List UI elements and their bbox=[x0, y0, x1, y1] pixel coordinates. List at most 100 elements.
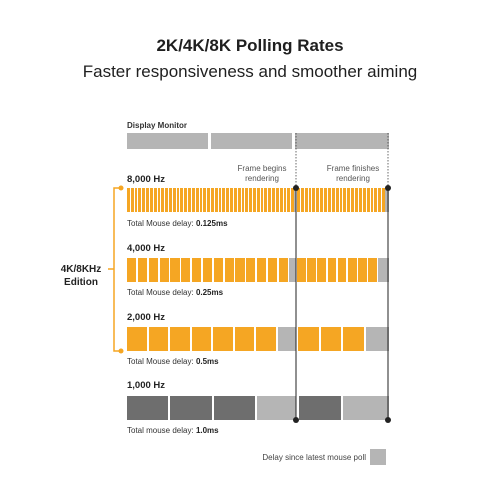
row-8000-segment bbox=[188, 188, 191, 212]
delay-label-1000: Total mouse delay: 1.0ms bbox=[127, 426, 219, 435]
row-2000-segment bbox=[298, 327, 319, 351]
edition-bracket bbox=[113, 187, 121, 352]
row-8000-segment bbox=[272, 188, 275, 212]
page-title: 2K/4K/8K Polling Rates bbox=[156, 36, 344, 55]
row-4000-segment bbox=[378, 258, 389, 282]
row-8000-segment bbox=[226, 188, 230, 212]
row-8000-segment bbox=[370, 188, 374, 212]
row-8000-segment bbox=[335, 188, 339, 212]
row-8000-segment bbox=[207, 188, 210, 212]
edition-line-1: 4K/8KHz bbox=[60, 264, 102, 275]
row-8000-segment bbox=[264, 188, 268, 212]
row-8000-segment bbox=[358, 188, 362, 212]
row-8000-segment bbox=[256, 188, 260, 212]
delay-label-8000: Total Mouse delay: 0.125ms bbox=[127, 219, 228, 228]
row-2000-segment bbox=[366, 327, 389, 351]
row-4000-segment bbox=[148, 258, 158, 282]
legend-swatch bbox=[370, 449, 386, 465]
row-8000-segment bbox=[149, 188, 153, 212]
monitor-frame-2 bbox=[211, 133, 292, 149]
row-8000-segment bbox=[237, 188, 241, 212]
row-4000-segment bbox=[257, 258, 267, 282]
row-8000-segment bbox=[275, 188, 279, 212]
row-8000-segment bbox=[172, 188, 176, 212]
row-1000-segment bbox=[343, 396, 389, 420]
row-4000-segment bbox=[327, 258, 337, 282]
row-8000-segment bbox=[199, 188, 203, 212]
row-8000-segment bbox=[142, 188, 146, 212]
row-8000-segment bbox=[366, 188, 370, 212]
row-8000-segment bbox=[351, 188, 355, 212]
row-8000-segment bbox=[138, 188, 142, 212]
row-4000-segment bbox=[235, 258, 245, 282]
page-subtitle: Faster responsiveness and smoother aimin… bbox=[82, 62, 418, 81]
delay-value-4000: 0.25ms bbox=[195, 288, 224, 297]
row-8000-segment bbox=[339, 188, 343, 212]
monitor-frame-3 bbox=[295, 133, 389, 149]
delay-value-2000: 0.5ms bbox=[195, 357, 219, 366]
rate-label-2000: 2,000 Hz bbox=[127, 312, 166, 323]
row-8000-segment bbox=[291, 188, 294, 212]
rate-label-1000: 1,000 Hz bbox=[127, 380, 166, 391]
frame-begins-annotation: Frame begins rendering bbox=[237, 164, 287, 183]
row-8000-segment bbox=[203, 188, 207, 212]
row-8000-segment bbox=[127, 188, 130, 212]
row-4000-segment bbox=[278, 258, 288, 282]
row-4000-segment bbox=[317, 258, 327, 282]
row-8000-segment bbox=[355, 188, 358, 212]
row-8000-segment bbox=[195, 188, 199, 212]
row-4000 bbox=[127, 258, 389, 282]
row-4000-segment bbox=[347, 258, 357, 282]
row-4000-segment bbox=[224, 258, 234, 282]
row-2000 bbox=[127, 327, 389, 351]
row-8000-segment bbox=[374, 188, 378, 212]
row-4000-segment bbox=[170, 258, 180, 282]
row-8000-segment bbox=[130, 188, 134, 212]
row-8000-segment bbox=[283, 188, 287, 212]
row-8000-segment bbox=[233, 188, 237, 212]
row-4000-segment bbox=[159, 258, 169, 282]
row-8000-segment bbox=[320, 188, 324, 212]
row-8000-segment bbox=[297, 188, 300, 212]
row-8000-segment bbox=[304, 188, 308, 212]
row-4000-segment bbox=[192, 258, 202, 282]
row-8000-segment bbox=[331, 188, 335, 212]
row-8000-segment bbox=[245, 188, 249, 212]
row-8000-segment bbox=[169, 188, 172, 212]
row-8000-segment bbox=[180, 188, 184, 212]
monitor-label: Display Monitor bbox=[127, 121, 188, 130]
row-2000-segment bbox=[256, 327, 276, 351]
row-1000-segment bbox=[257, 396, 296, 420]
row-8000 bbox=[127, 188, 389, 212]
row-8000-segment bbox=[161, 188, 165, 212]
row-4000-segment bbox=[337, 258, 347, 282]
row-1000-segment bbox=[213, 396, 255, 420]
row-1000-segment bbox=[299, 396, 341, 420]
row-2000-segment bbox=[343, 327, 364, 351]
delay-label-4000: Total Mouse delay: 0.25ms bbox=[127, 288, 224, 297]
row-8000-segment bbox=[385, 188, 389, 212]
row-8000-segment bbox=[249, 188, 252, 212]
edition-label: 4K/8KHz Edition bbox=[56, 263, 106, 289]
row-4000-segment bbox=[181, 258, 191, 282]
row-2000-segment bbox=[148, 327, 169, 351]
row-8000-segment bbox=[184, 188, 188, 212]
monitor-frame-1 bbox=[127, 133, 208, 149]
row-8000-segment bbox=[191, 188, 195, 212]
row-8000-segment bbox=[324, 188, 327, 212]
row-8000-segment bbox=[347, 188, 351, 212]
row-4000-segment bbox=[127, 258, 137, 282]
row-2000-segment bbox=[127, 327, 147, 351]
row-1000 bbox=[127, 396, 389, 420]
rate-label-8000: 8,000 Hz bbox=[127, 174, 166, 185]
row-8000-segment bbox=[218, 188, 222, 212]
monitor-bar bbox=[127, 133, 389, 149]
row-4000-segment bbox=[213, 258, 223, 282]
row-4000-segment bbox=[202, 258, 213, 282]
frame-finishes-annotation: Frame finishes rendering bbox=[326, 164, 380, 183]
row-8000-segment bbox=[260, 188, 264, 212]
bracket-dot-top bbox=[118, 185, 124, 191]
row-8000-segment bbox=[134, 188, 138, 212]
row-8000-segment bbox=[157, 188, 161, 212]
row-8000-segment bbox=[300, 188, 304, 212]
